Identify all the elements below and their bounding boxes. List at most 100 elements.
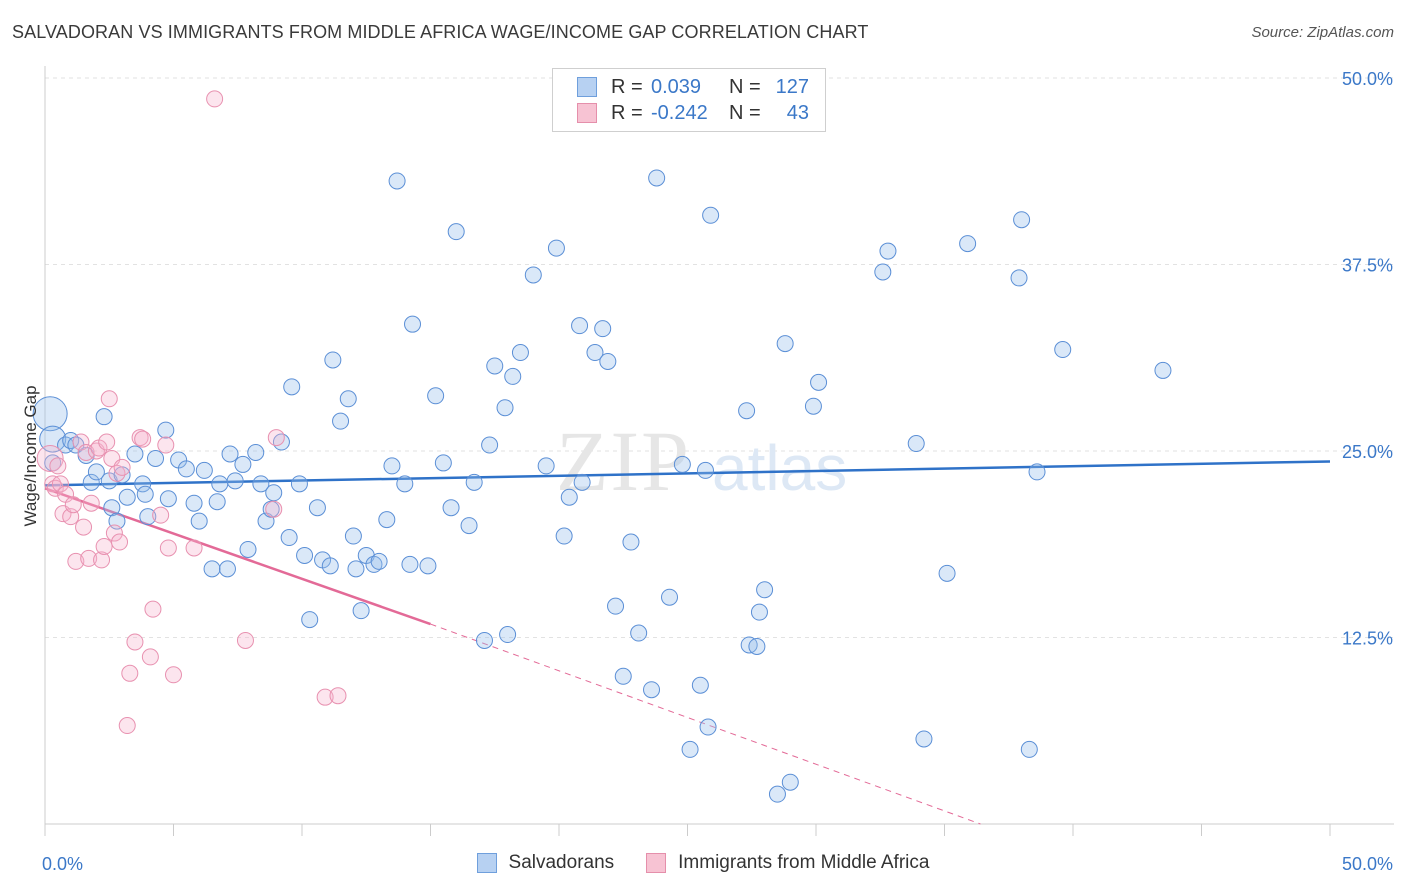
salvadoran-point bbox=[427, 387, 445, 405]
salvadoran-point bbox=[959, 235, 977, 253]
salvadoran-point bbox=[648, 169, 666, 187]
middle-africa-point bbox=[95, 537, 113, 555]
salvadoran-point bbox=[1020, 740, 1038, 758]
salvadoran-point bbox=[499, 626, 517, 644]
middle-africa-point bbox=[49, 457, 67, 475]
salvadoran-point bbox=[486, 357, 504, 375]
salvadoran-point bbox=[103, 499, 121, 517]
salvadoran-point bbox=[756, 581, 774, 599]
salvadoran-point bbox=[607, 597, 625, 615]
salvadoran-point bbox=[388, 172, 406, 190]
middle-africa-point bbox=[113, 458, 131, 476]
source-credit: Source: ZipAtlas.com bbox=[1251, 24, 1394, 41]
x-tick-label: 0.0% bbox=[42, 854, 83, 874]
salvadoran-point bbox=[643, 681, 661, 699]
salvadoran-point bbox=[681, 740, 699, 758]
salvadoran-point bbox=[938, 564, 956, 582]
salvadoran-point bbox=[748, 637, 766, 655]
salvadoran-point bbox=[475, 631, 493, 649]
salvadoran-point bbox=[301, 611, 319, 629]
middle-africa-point bbox=[93, 551, 111, 569]
salvadoran-point bbox=[365, 555, 383, 573]
y-axis-label: Wage/Income Gap bbox=[21, 385, 40, 526]
salvadoran-point bbox=[614, 667, 632, 685]
middle-africa-point bbox=[157, 436, 175, 454]
salvadorans-points bbox=[32, 94, 1172, 803]
salvadoran-point bbox=[481, 436, 499, 454]
middle-africa-point bbox=[64, 496, 82, 514]
middle-africa-point bbox=[134, 430, 152, 448]
salvadoran-point bbox=[781, 773, 799, 791]
middle-africa-point bbox=[265, 500, 283, 518]
legend-row-salvadorans: R = 0.039 N = 127 bbox=[577, 75, 809, 99]
middle-africa-point bbox=[98, 433, 116, 451]
salvadoran-point bbox=[226, 472, 244, 490]
salvadoran-point bbox=[560, 488, 578, 506]
salvadoran-point bbox=[738, 402, 756, 420]
salvadoran-point bbox=[247, 443, 265, 461]
salvadoran-point bbox=[599, 352, 617, 370]
salvadoran-point bbox=[1054, 341, 1072, 359]
y-tick-label: 12.5% bbox=[1342, 629, 1393, 649]
salvadoran-point bbox=[290, 475, 308, 493]
salvadoran-point bbox=[95, 408, 113, 426]
middle-africa-trend-extension bbox=[430, 623, 981, 825]
salvadoran-point bbox=[776, 335, 794, 353]
salvadoran-point bbox=[252, 475, 270, 493]
salvadoran-point bbox=[239, 540, 257, 558]
salvadoran-point bbox=[586, 344, 604, 362]
salvadoran-point bbox=[190, 512, 208, 530]
salvadoran-point bbox=[573, 473, 591, 491]
chart-title: SALVADORAN VS IMMIGRANTS FROM MIDDLE AFR… bbox=[12, 22, 869, 42]
salvadoran-point bbox=[915, 730, 933, 748]
salvadoran-point bbox=[378, 511, 396, 529]
legend-r-label: R = bbox=[611, 75, 643, 98]
salvadoran-point bbox=[434, 454, 452, 472]
middle-africa-point bbox=[111, 533, 129, 551]
salvadoran-point bbox=[691, 676, 709, 694]
salvadoran-point bbox=[308, 499, 326, 517]
salvadoran-point bbox=[630, 624, 648, 642]
watermark-zip: ZIP bbox=[556, 413, 691, 509]
salvadoran-point bbox=[203, 560, 221, 578]
watermark-atlas: atlas bbox=[712, 432, 847, 504]
middle-africa-point bbox=[36, 444, 64, 472]
middle-africa-point bbox=[329, 687, 347, 705]
salvadoran-point bbox=[185, 494, 203, 512]
legend-n-label: N = bbox=[729, 101, 761, 124]
correlation-legend: R = 0.039 N = 127 R = -0.242 N = 43 bbox=[552, 68, 826, 132]
middle-africa-point bbox=[206, 90, 224, 108]
legend-label: Salvadorans bbox=[508, 852, 615, 873]
salvadoran-point bbox=[344, 527, 362, 545]
middle-africa-point bbox=[267, 429, 285, 447]
salvadoran-point bbox=[1010, 269, 1028, 287]
legend-item-middle-africa[interactable]: Immigrants from Middle Africa bbox=[646, 852, 929, 874]
salvadoran-point bbox=[1028, 463, 1046, 481]
salvadoran-point bbox=[555, 527, 573, 545]
salvadoran-point bbox=[177, 460, 195, 478]
middle-africa-point bbox=[105, 524, 123, 542]
salvadoran-point bbox=[594, 320, 612, 338]
salvadoran-point bbox=[401, 555, 419, 573]
series-legend: Salvadorans Immigrants from Middle Afric… bbox=[0, 852, 1406, 874]
salvadoran-point bbox=[696, 461, 714, 479]
salvadoran-point bbox=[87, 463, 105, 481]
salvadoran-point bbox=[768, 785, 786, 803]
salvadoran-point bbox=[159, 490, 177, 508]
salvadoran-point bbox=[347, 560, 365, 578]
salvadoran-point bbox=[32, 396, 68, 432]
salvadoran-point bbox=[383, 457, 401, 475]
salvadoran-point bbox=[804, 397, 822, 415]
middle-africa-point bbox=[236, 631, 254, 649]
legend-n-label: N = bbox=[729, 75, 761, 98]
salvadoran-point bbox=[332, 412, 350, 430]
legend-item-salvadorans[interactable]: Salvadorans bbox=[476, 852, 615, 874]
middle-africa-point bbox=[121, 664, 139, 682]
salvadoran-point bbox=[537, 457, 555, 475]
middle-africa-point bbox=[75, 518, 93, 536]
middle-africa-point bbox=[118, 717, 136, 735]
middle-africa-point bbox=[165, 666, 182, 684]
salvadoran-point bbox=[211, 475, 229, 493]
middle-africa-point bbox=[82, 494, 100, 512]
y-tick-label: 25.0% bbox=[1342, 442, 1393, 462]
